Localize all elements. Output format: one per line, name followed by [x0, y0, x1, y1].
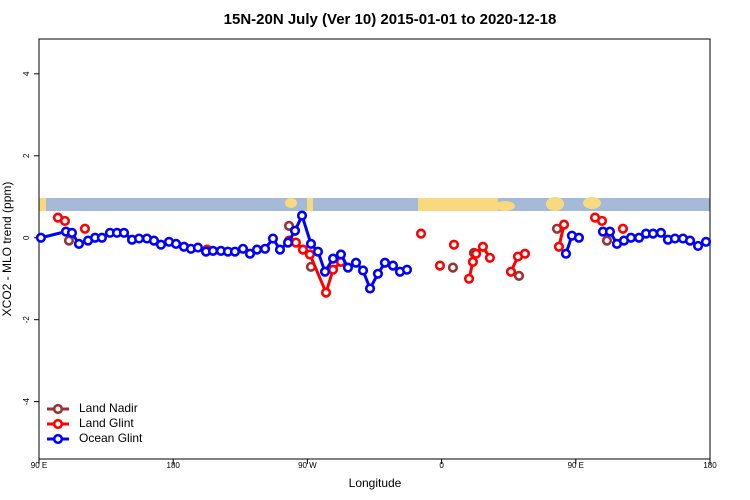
legend-marker	[52, 433, 64, 445]
point	[96, 232, 108, 243]
point	[327, 264, 339, 275]
point	[505, 266, 517, 277]
point	[35, 232, 47, 243]
x-tick-label: 180	[703, 461, 717, 470]
y-tick-label: 4	[22, 71, 31, 76]
plot-frame	[38, 38, 711, 460]
point	[357, 265, 369, 276]
point	[387, 260, 399, 271]
point	[463, 273, 475, 284]
y-tick-label: 0	[22, 235, 31, 240]
y-axis-label: XCO2 - MLO trend (ppm)	[0, 182, 14, 317]
point	[192, 242, 204, 253]
y-tick-label: -2	[22, 316, 31, 324]
x-tick-label: 90 W	[298, 461, 317, 470]
point	[297, 244, 309, 255]
legend-label: Land Glint	[79, 416, 134, 430]
point	[267, 233, 279, 244]
point	[170, 238, 182, 249]
point	[684, 235, 696, 246]
legend-label: Land Nadir	[79, 401, 138, 415]
point	[573, 232, 585, 243]
point	[79, 223, 91, 234]
point	[700, 236, 712, 247]
point	[251, 244, 263, 255]
x-tick-label: 90 E	[31, 461, 47, 470]
point	[133, 233, 145, 244]
point	[669, 233, 681, 244]
point	[647, 228, 659, 239]
point	[304, 249, 316, 260]
chart-title: 15N-20N July (Ver 10) 2015-01-01 to 2020…	[224, 11, 557, 28]
point	[513, 270, 525, 281]
point	[633, 232, 645, 243]
point	[282, 237, 294, 248]
point	[477, 241, 489, 252]
point	[558, 219, 570, 230]
x-tick-label: 90 E	[568, 461, 584, 470]
point	[604, 226, 616, 237]
point	[447, 262, 459, 273]
point	[148, 235, 160, 246]
legend-marker	[52, 418, 64, 430]
point	[655, 227, 667, 238]
point	[73, 238, 85, 249]
point	[553, 241, 565, 252]
point	[319, 266, 331, 277]
point	[207, 245, 219, 256]
point	[342, 262, 354, 273]
point	[59, 215, 71, 227]
point	[484, 252, 496, 263]
point	[296, 210, 308, 221]
map-strip	[39, 197, 710, 211]
point	[118, 227, 130, 238]
point	[335, 249, 347, 260]
legend-marker	[52, 403, 64, 415]
point	[415, 228, 427, 239]
point	[320, 287, 332, 298]
point	[259, 243, 271, 254]
point	[551, 223, 563, 234]
point	[434, 260, 446, 271]
point	[364, 283, 376, 294]
point	[601, 235, 613, 246]
x-tick-label: 0	[439, 461, 444, 470]
point	[229, 246, 241, 257]
y-tick-label: 2	[22, 153, 31, 158]
legend-label: Ocean Glint	[79, 431, 143, 445]
point	[692, 240, 704, 252]
point	[290, 237, 302, 248]
point	[372, 268, 384, 279]
point	[470, 248, 482, 259]
point	[274, 244, 286, 255]
point	[155, 239, 167, 250]
point	[625, 232, 637, 243]
point	[327, 253, 339, 264]
point	[237, 243, 249, 254]
point	[312, 246, 324, 257]
point	[289, 225, 301, 236]
point	[467, 256, 479, 268]
point	[305, 238, 317, 249]
point	[63, 235, 75, 246]
point	[66, 227, 78, 238]
x-tick-label: 180	[167, 461, 181, 470]
point	[596, 215, 608, 227]
point	[350, 257, 362, 268]
point	[401, 264, 413, 275]
point	[560, 248, 572, 259]
point	[244, 248, 256, 259]
y-tick-label: -4	[22, 398, 31, 406]
point	[379, 257, 391, 268]
point	[519, 248, 531, 259]
point	[617, 223, 629, 234]
x-axis-label: Longitude	[349, 476, 402, 490]
point	[448, 239, 460, 250]
